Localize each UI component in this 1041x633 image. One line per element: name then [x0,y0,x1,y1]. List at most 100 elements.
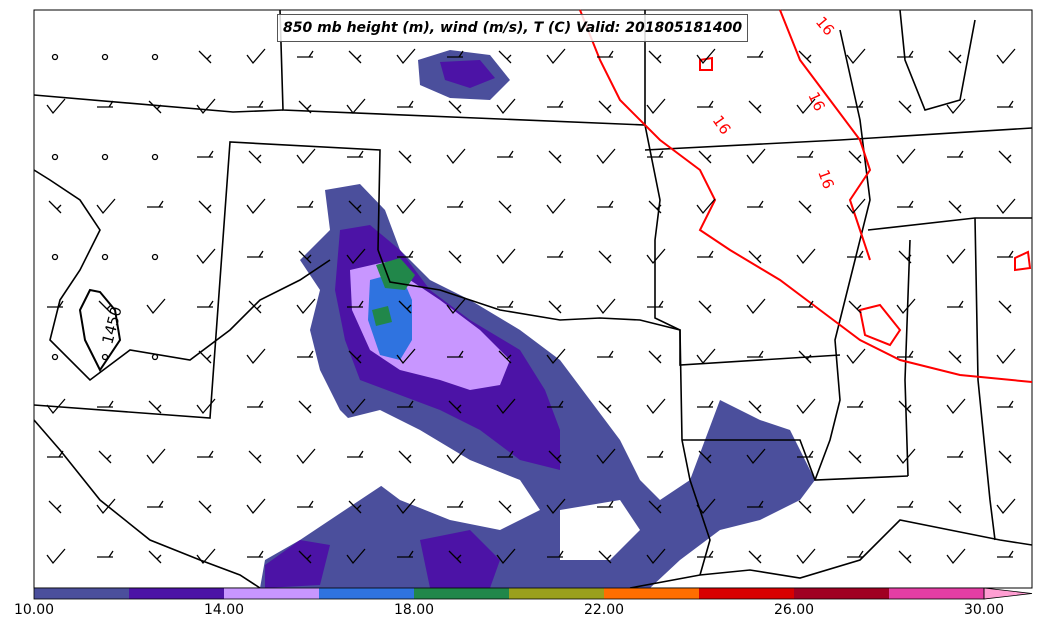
border-mississippi [814,29,871,481]
wind-barb [398,150,412,164]
wind-barb [148,550,162,564]
wind-barb [996,48,1016,65]
wind-barb [898,400,912,414]
border-ok-tx [377,249,711,576]
wind-barb [898,550,912,564]
wind-barb [97,100,114,108]
wind-barb [396,348,416,365]
colorbar-segment [34,588,130,599]
wind-barb [498,350,512,364]
wind-barb [397,550,414,558]
wind-barb [596,448,616,465]
wind-barb [646,248,666,265]
wind-barb [447,50,464,58]
wind-barb [497,150,514,158]
temp-contour-loop3 [699,56,713,71]
wind-barb [547,100,564,108]
wind-barb [246,48,266,65]
wind-barb [547,250,564,258]
wind-barb [997,550,1014,558]
wind-barb [398,300,412,314]
colorbar [33,587,1033,600]
wind-barb [147,500,164,508]
wind-barb [748,250,762,264]
wind-barb [548,450,562,464]
wind-barb [596,298,616,315]
border-ne-top [33,94,284,113]
wind-barb [248,450,262,464]
wind-barb [246,348,266,365]
wind-barb [846,498,866,515]
wind-barb [497,450,514,458]
height-contour-1450 [78,288,122,372]
wind-barb [446,448,466,465]
wind-barb [496,548,516,565]
wind-barb [848,150,862,164]
temp-contour-loop2 [1014,250,1032,272]
wind-region-green2 [372,306,392,326]
colorbar-segment [509,588,605,599]
wind-barb [196,548,216,565]
border-al [974,217,996,541]
wind-barb [596,148,616,165]
wind-barb [797,150,814,158]
wind-barb [247,400,264,408]
wind-barb [948,50,962,64]
wind-region-purple-s [265,540,330,588]
wind-barb [51,153,59,161]
wind-barb [448,550,462,564]
colorbar-segment [224,588,320,599]
wind-barb [698,300,712,314]
wind-barb [96,498,116,515]
wind-barb [97,400,114,408]
wind-barb [347,450,364,458]
wind-barb [297,200,314,208]
wind-barb [101,153,109,161]
wind-barb [948,200,962,214]
wind-barb [897,50,914,58]
wind-barb [648,50,662,64]
wind-barb [796,98,816,115]
colorbar-segment [699,588,795,599]
wind-barb [46,398,66,415]
wind-barb [348,500,362,514]
wind-barb [397,100,414,108]
wind-barb [946,398,966,415]
wind-barb [296,148,316,165]
wind-barb [396,198,416,215]
wind-region-green [376,258,415,290]
wind-barb [597,350,614,358]
wind-barb [998,450,1012,464]
wind-barb [946,548,966,565]
wind-barb [498,50,512,64]
wind-barb [247,550,264,558]
wind-barb [46,98,66,115]
wind-barb [598,550,612,564]
wind-barb [997,100,1014,108]
wind-barb [597,500,614,508]
wind-barb [846,48,866,65]
border-ks-ok [279,9,646,126]
wind-barb [648,200,662,214]
wind-barb [697,250,714,258]
wind-barb [346,548,366,565]
wind-barb [298,550,312,564]
coastline [629,519,1033,589]
wind-barb [548,150,562,164]
wind-barb [498,200,512,214]
temp-contour-16 [579,9,1033,383]
wind-barb [747,50,764,58]
wind-barb [147,200,164,208]
wind-barb [798,50,812,64]
wind-barb [748,400,762,414]
wind-barb [647,450,664,458]
wind-barb [546,498,566,515]
wind-barb [298,400,312,414]
temperature-contours [579,9,1033,383]
wind-barb [997,400,1014,408]
wind-barb [151,53,159,61]
wind-region-gap2 [560,500,640,560]
wind-barb [546,348,566,365]
wind-barb [101,53,109,61]
